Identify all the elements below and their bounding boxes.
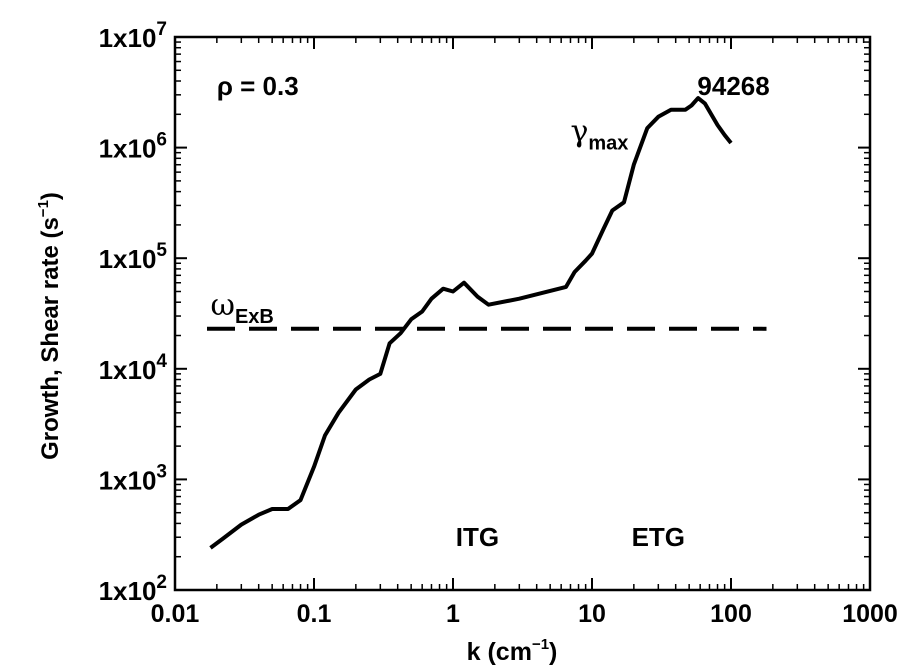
y-axis-ticks: 1x102 1x103 1x104 1x105 1x106 1x107 xyxy=(99,19,870,606)
y-tick-label: 1x102 xyxy=(99,572,167,606)
x-tick-label: 0.1 xyxy=(297,600,332,628)
y-tick-label: 1x106 xyxy=(99,130,167,164)
y-axis-label: Growth, Shear rate (s−1) xyxy=(35,192,64,460)
annotation-shot: 94268 xyxy=(697,71,769,101)
omega-exb-label: ωExB xyxy=(210,288,273,328)
annotation-rho: ρ = 0.3 xyxy=(217,71,299,101)
annotation-etg: ETG xyxy=(632,522,685,552)
x-tick-label: 1000 xyxy=(842,600,898,628)
x-tick-label: 0.01 xyxy=(151,600,200,628)
x-tick-label: 1 xyxy=(446,600,460,628)
x-axis-ticks: 0.01 0.1 1 10 100 1000 xyxy=(151,37,898,628)
plot-frame xyxy=(173,35,872,592)
y-tick-label: 1x105 xyxy=(99,240,168,274)
y-tick-label: 1x103 xyxy=(99,461,167,495)
annotations: γmax ωExB ρ = 0.3 94268 ITG ETG xyxy=(210,71,769,552)
series-lines xyxy=(207,96,767,550)
gamma-max-label: γmax xyxy=(570,115,628,155)
x-tick-label: 100 xyxy=(710,600,752,628)
x-axis-label: k (cm−1) xyxy=(467,636,558,666)
y-tick-label: 1x104 xyxy=(99,351,168,385)
y-tick-label: 1x107 xyxy=(99,19,167,53)
gamma-max-line xyxy=(209,96,733,550)
annotation-itg: ITG xyxy=(456,522,499,552)
x-tick-label: 10 xyxy=(578,600,606,628)
